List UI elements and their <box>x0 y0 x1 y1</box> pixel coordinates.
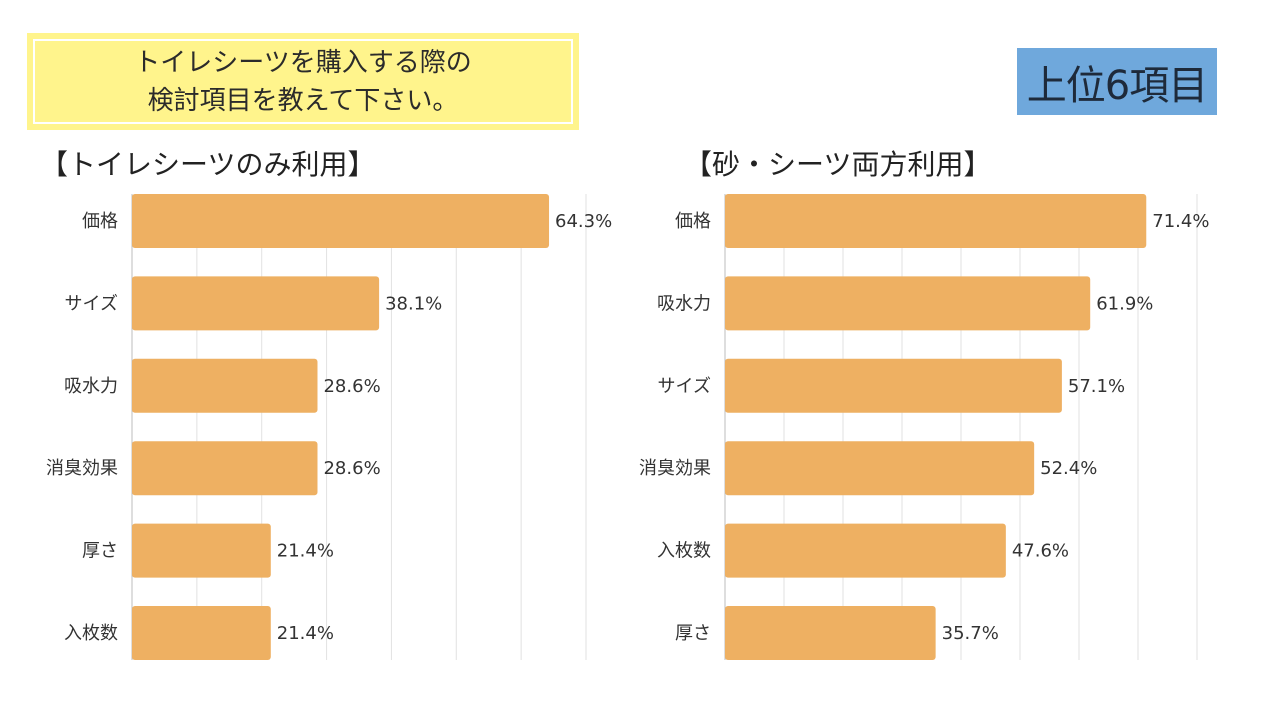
left-category-label: 厚さ <box>82 541 118 562</box>
left-bar <box>132 276 380 331</box>
right-category-label: 消臭効果 <box>639 458 711 479</box>
right-category-label: 入枚数 <box>657 541 711 562</box>
right-bar <box>725 441 1035 496</box>
left-value-label: 21.4% <box>277 541 334 562</box>
left-category-label: 消臭効果 <box>46 458 118 479</box>
right-value-label: 47.6% <box>1012 541 1069 562</box>
question-box: トイレシーツを購入する際の 検討項目を教えて下さい。 <box>27 33 579 130</box>
left-bar <box>132 358 318 413</box>
left-category-label: 吸水力 <box>64 376 118 397</box>
left-value-label: 64.3% <box>555 211 612 232</box>
left-value-label: 21.4% <box>277 623 334 644</box>
question-line-2: 検討項目を教えて下さい。 <box>147 85 459 116</box>
right-value-label: 52.4% <box>1040 458 1097 479</box>
right-bar <box>725 358 1062 413</box>
right-bar <box>725 606 936 660</box>
top-items-badge-label: 上位6項目 <box>1026 62 1208 109</box>
right-value-label: 35.7% <box>942 623 999 644</box>
top-items-badge: 上位6項目 <box>1017 48 1217 115</box>
right-bar <box>725 276 1091 331</box>
right-category-label: 吸水力 <box>657 293 711 314</box>
left-chart-title: 【トイレシーツのみ利用】 <box>40 148 376 181</box>
right-value-label: 71.4% <box>1152 211 1209 232</box>
right-category-label: サイズ <box>658 376 711 397</box>
left-bar <box>132 194 550 248</box>
left-category-label: 入枚数 <box>64 623 118 644</box>
left-category-label: 価格 <box>82 211 118 232</box>
right-category-label: 価格 <box>675 211 711 232</box>
right-category-label: 厚さ <box>675 623 711 644</box>
left-bar <box>132 441 318 496</box>
right-value-label: 61.9% <box>1096 293 1153 314</box>
right-chart-title: 【砂・シーツ両方利用】 <box>684 148 992 181</box>
left-category-label: サイズ <box>65 293 118 314</box>
left-value-label: 28.6% <box>323 376 380 397</box>
left-bar <box>132 523 271 578</box>
right-value-label: 57.1% <box>1068 376 1125 397</box>
right-bar <box>725 523 1006 578</box>
left-value-label: 28.6% <box>323 458 380 479</box>
question-inner: トイレシーツを購入する際の 検討項目を教えて下さい。 <box>33 39 573 124</box>
right-bar <box>725 194 1147 248</box>
left-bar <box>132 606 271 660</box>
left-value-label: 38.1% <box>385 293 442 314</box>
question-line-1: トイレシーツを購入する際の <box>134 47 472 78</box>
